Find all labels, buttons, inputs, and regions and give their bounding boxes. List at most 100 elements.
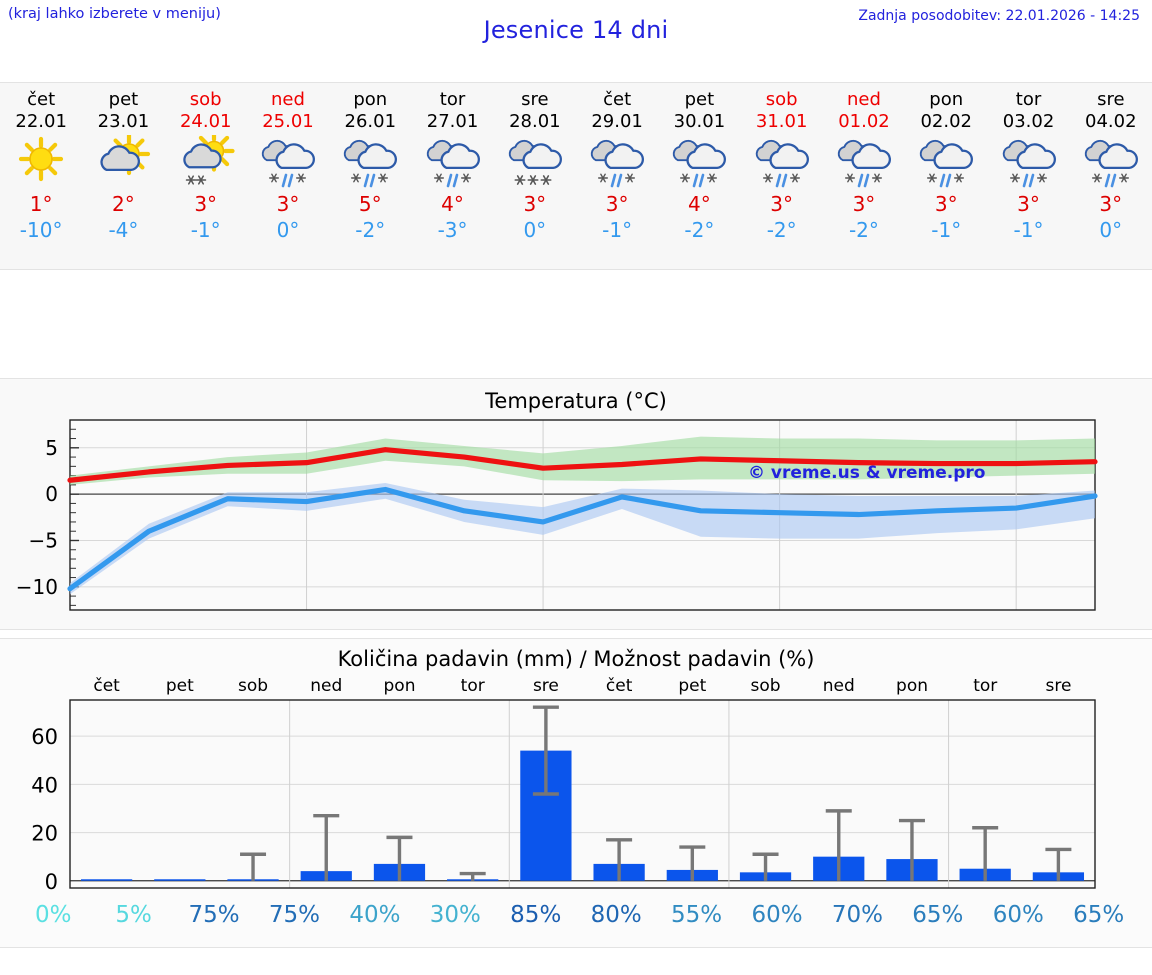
- precip-probability-label: 65%: [912, 902, 964, 928]
- precip-probability-label: 0%: [34, 902, 72, 928]
- precip-probability-label: 40%: [349, 902, 401, 928]
- cloud-snow-icon: [508, 139, 562, 185]
- temp-uncertainty-band: [70, 483, 1095, 595]
- precip-probability-label: 80%: [590, 902, 642, 928]
- forecast-day-29.01[interactable]: čet 29.01 3° -1°: [576, 83, 658, 269]
- cloud-rain-snow-icon: [920, 139, 974, 188]
- weather-icon-wrapper: [91, 132, 155, 189]
- min-temperature-label: 0°: [276, 218, 300, 242]
- precip-day-label: pet: [165, 676, 194, 696]
- temp-ytick-label: −10: [16, 575, 58, 599]
- day-date-label: 23.01: [97, 111, 150, 132]
- cloud-rain-snow-icon: [755, 139, 809, 188]
- max-temperature-label: 1°: [29, 192, 53, 216]
- precip-error-bar: [679, 845, 706, 881]
- precip-day-label: pon: [896, 676, 928, 696]
- max-temperature-label: 3°: [1099, 192, 1123, 216]
- cloud-rain-snow-icon: [344, 139, 398, 188]
- forecast-day-strip: čet 22.01 1° -10° pet 23.01 2° -4° sob 24.01 3° -1°…: [0, 82, 1152, 270]
- max-temperature-label: 5°: [358, 192, 382, 216]
- precip-probability-label: 75%: [188, 902, 240, 928]
- weather-icon-wrapper: [667, 135, 731, 189]
- precipitation-probability-row: 0% 5% 75% 75% 40% 30% 85% 80% 55% 60% 70% 65% 60% 65%: [0, 902, 1152, 936]
- forecast-day-30.01[interactable]: pet 30.01 4° -2°: [658, 83, 740, 269]
- precip-probability-label: 60%: [992, 902, 1044, 928]
- precip-day-label: pon: [383, 676, 416, 696]
- forecast-day-01.02[interactable]: ned 01.02 3° -2°: [823, 83, 905, 269]
- precip-error-bar: [898, 818, 925, 881]
- forecast-day-26.01[interactable]: pon 26.01 5° -2°: [329, 83, 411, 269]
- weather-icon-wrapper: [750, 135, 814, 189]
- precip-probability-label: 60%: [751, 902, 803, 928]
- forecast-day-04.02[interactable]: sre 04.02 3° 0°: [1070, 83, 1152, 269]
- precip-ytick-label: 0: [45, 870, 58, 894]
- min-temperature-label: -2°: [355, 218, 386, 242]
- day-of-week-label: pet: [684, 89, 715, 110]
- precip-bar[interactable]: [80, 879, 133, 881]
- forecast-day-27.01[interactable]: tor 27.01 4° -3°: [411, 83, 493, 269]
- precip-day-label: sre: [532, 676, 559, 696]
- min-temperature-label: -2°: [684, 218, 715, 242]
- forecast-day-31.01[interactable]: sob 31.01 3° -2°: [741, 83, 823, 269]
- day-date-label: 30.01: [673, 111, 726, 132]
- day-date-label: 01.02: [838, 111, 890, 132]
- precip-probability-label: 55%: [671, 902, 723, 928]
- cloud-rain-snow-icon: [837, 139, 891, 188]
- forecast-day-24.01[interactable]: sob 24.01 3° -1°: [165, 83, 247, 269]
- precip-day-label: sob: [750, 676, 781, 696]
- sun-cloud-icon: [100, 132, 151, 176]
- precip-bar[interactable]: [154, 879, 206, 881]
- day-of-week-label: pon: [929, 89, 964, 110]
- max-temperature-label: 4°: [688, 192, 711, 216]
- max-temperature-label: 3°: [852, 192, 876, 216]
- precipitation-chart-title: Količina padavin (mm) / Možnost padavin …: [337, 647, 815, 671]
- precip-error-bar: [459, 871, 486, 881]
- forecast-day-02.02[interactable]: pon 02.02 3° -1°: [905, 83, 987, 269]
- temp-ytick-label: 5: [45, 436, 58, 460]
- temperature-chart: 5 0 −5 −10: [16, 419, 1098, 611]
- forecast-day-03.02[interactable]: tor 03.02 3° -1°: [987, 83, 1069, 269]
- forecast-day-28.01[interactable]: sre 28.01 3° 0°: [494, 83, 576, 269]
- forecast-day-23.01[interactable]: pet 23.01 2° -4°: [82, 83, 164, 269]
- day-date-label: 25.01: [262, 111, 314, 132]
- precip-error-bar: [606, 838, 633, 881]
- day-of-week-label: sob: [189, 89, 222, 110]
- day-date-label: 27.01: [426, 111, 479, 132]
- min-temperature-label: -1°: [931, 218, 962, 242]
- cloud-rain-snow-icon: [673, 139, 727, 188]
- min-temperature-label: 0°: [523, 218, 547, 242]
- day-date-label: 26.01: [344, 111, 397, 132]
- cloud-rain-snow-icon: [1084, 139, 1138, 188]
- precip-day-label: sre: [1045, 676, 1072, 696]
- precip-ytick-label: 60: [31, 725, 58, 749]
- precip-day-label: čet: [605, 676, 633, 696]
- day-of-week-label: ned: [846, 89, 881, 110]
- temp-ytick-label: 0: [45, 482, 58, 506]
- min-temperature-label: -1°: [602, 218, 633, 242]
- day-date-label: 04.02: [1085, 111, 1137, 132]
- max-temperature-label: 3°: [276, 192, 300, 216]
- precip-error-bar: [972, 826, 999, 881]
- precip-ytick-label: 40: [31, 773, 58, 797]
- day-of-week-label: sre: [1097, 89, 1125, 110]
- weather-icon-wrapper: [503, 135, 567, 189]
- precip-day-label: ned: [310, 676, 343, 696]
- forecast-day-22.01[interactable]: čet 22.01 1° -10°: [0, 83, 82, 269]
- last-updated-text: Zadnja posodobitev: 22.01.2026 - 14:25: [858, 8, 1140, 24]
- day-of-week-label: ned: [271, 89, 305, 110]
- min-temperature-label: 0°: [1099, 218, 1123, 242]
- precip-error-bar: [1045, 847, 1072, 881]
- precip-day-label: tor: [460, 676, 485, 696]
- forecast-day-25.01[interactable]: ned 25.01 3° 0°: [247, 83, 329, 269]
- day-date-label: 03.02: [1002, 111, 1055, 132]
- precip-day-label: tor: [973, 676, 998, 696]
- precipitation-chart: 0 20 40 60: [31, 699, 1096, 894]
- cloud-rain-snow-icon: [426, 139, 480, 188]
- day-of-week-label: čet: [27, 89, 56, 110]
- temp-line-max: [67, 447, 1098, 483]
- temp-ytick-label: −5: [29, 528, 58, 552]
- min-temperature-label: -3°: [437, 218, 468, 242]
- weather-icon-wrapper: [338, 135, 402, 189]
- precip-error-bar: [825, 809, 852, 881]
- precip-plot-border: [69, 699, 1096, 889]
